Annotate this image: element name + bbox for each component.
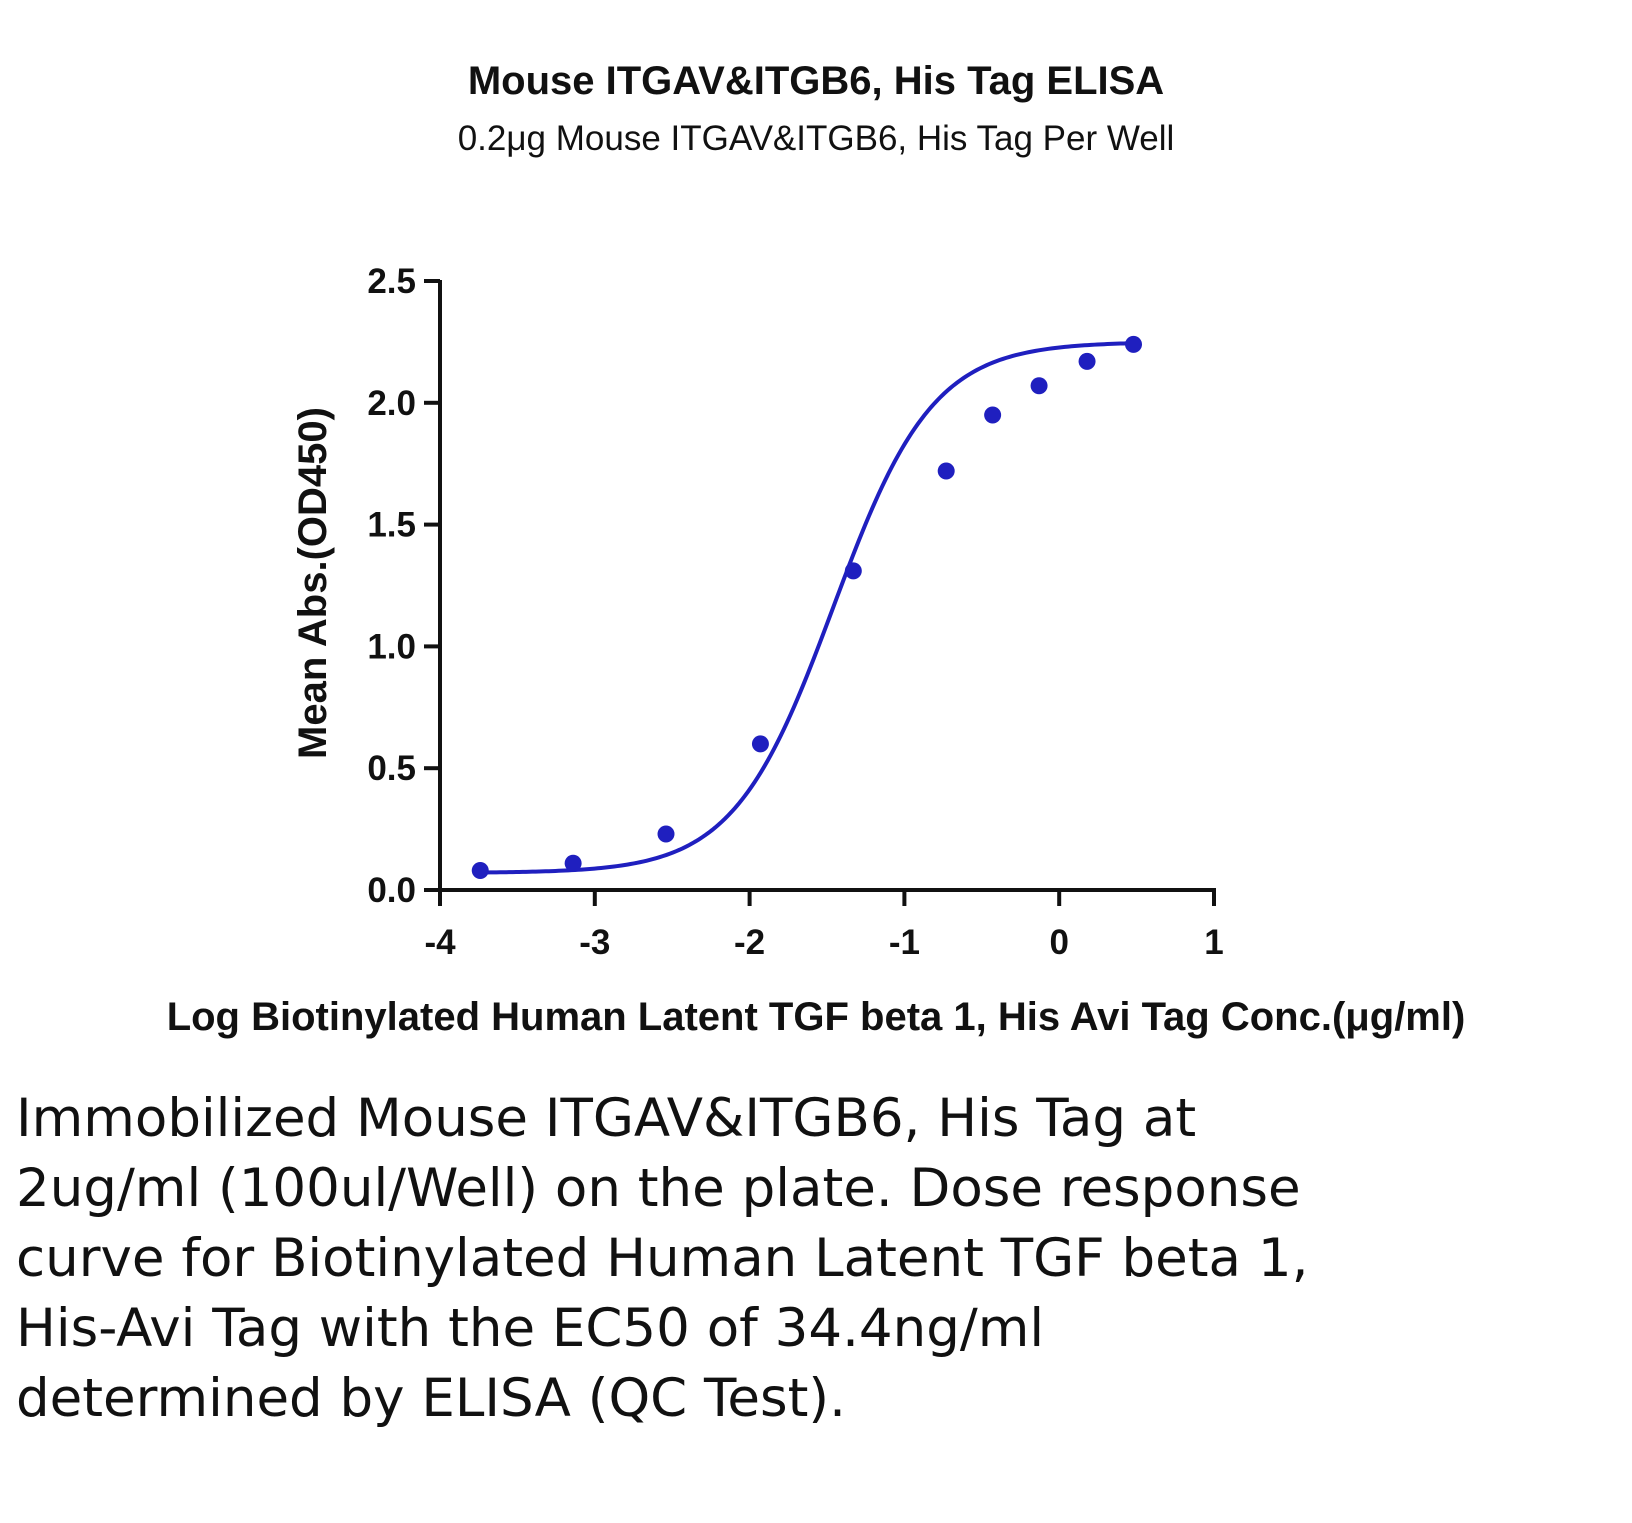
x-tick-label: 0 [1049,923,1068,962]
y-tick-label: 2.5 [367,262,416,301]
y-axis-label: Mean Abs.(OD450) [291,407,335,759]
x-tick-label: -1 [889,923,920,962]
chart-title: Mouse ITGAV&ITGB6, His Tag ELISA [468,59,1164,103]
x-axis-label: Log Biotinylated Human Latent TGF beta 1… [167,995,1466,1039]
plot-area: 0.0 0.5 1.0 1.5 2.0 2.5 -4 -3 -2 -1 0 1 [367,262,1223,962]
y-tick-label: 0.0 [367,871,416,910]
data-point [1030,377,1048,395]
y-tick-label: 2.0 [367,384,416,423]
figure-caption: Immobilized Mouse ITGAV&ITGB6, His Tag a… [16,1088,1309,1429]
x-tick-label: -3 [579,923,610,962]
chart-subtitle: 0.2μg Mouse ITGAV&ITGB6, His Tag Per Wel… [458,119,1175,158]
y-tick-label: 1.0 [367,627,416,666]
data-point [1078,352,1096,370]
data-point [1125,335,1143,353]
data-point [844,562,862,580]
y-tick-label: 0.5 [367,749,416,788]
x-tick-label: -4 [424,923,456,962]
data-point [657,825,675,843]
data-point [471,862,489,880]
data-point [564,854,582,872]
data-point [937,462,955,480]
x-tick-label: -2 [734,923,765,962]
elisa-chart: Mouse ITGAV&ITGB6, His Tag ELISA 0.2μg M… [167,59,1466,1039]
y-tick-label: 1.5 [367,506,416,545]
data-point [751,735,769,753]
data-point [984,406,1002,424]
fit-curve-line [480,341,1134,875]
x-tick-label: 1 [1204,923,1223,962]
